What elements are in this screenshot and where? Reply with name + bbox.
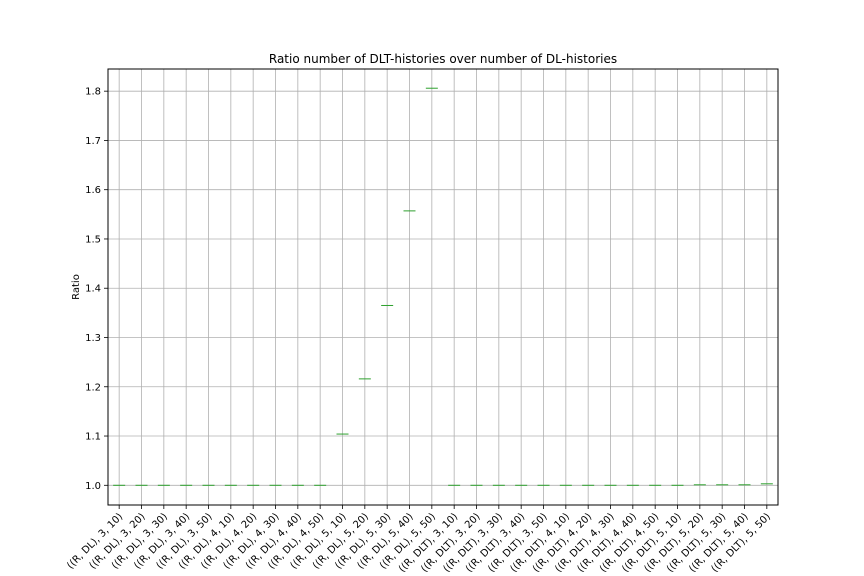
y-tick-label: 1.1	[85, 432, 101, 443]
y-tick-label: 1.8	[85, 87, 101, 98]
y-axis-label: Ratio	[71, 274, 82, 300]
y-tick-label: 1.2	[85, 382, 101, 393]
plot-frame	[107, 68, 779, 506]
y-axis: 1.0 1.1 1.2 1.3 1.4 1.5 1.6 1.7 1.8	[85, 87, 108, 492]
y-tick-label: 1.5	[85, 234, 101, 245]
y-tick-label: 1.6	[85, 185, 101, 196]
x-axis: ((R, DL), 3, 10)((R, DL), 3, 20)((R, DL)…	[65, 505, 773, 575]
grid	[108, 69, 778, 505]
y-tick-label: 1.0	[85, 481, 101, 492]
chart-title: Ratio number of DLT-histories over numbe…	[269, 52, 617, 66]
y-tick-label: 1.7	[85, 136, 101, 147]
y-tick-label: 1.3	[85, 333, 101, 344]
y-tick-label: 1.4	[85, 284, 101, 295]
median-marks	[113, 87, 773, 486]
